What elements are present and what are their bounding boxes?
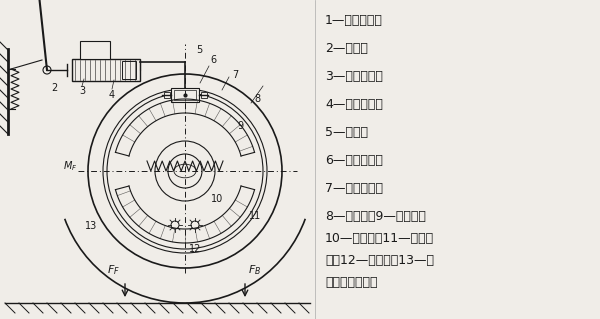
Text: 7—轮缸活塞；: 7—轮缸活塞； <box>325 182 383 195</box>
Text: 12: 12 <box>189 244 201 254</box>
Bar <box>122 61 136 79</box>
Bar <box>80 41 110 59</box>
Text: $M_F$: $M_F$ <box>63 159 77 173</box>
Text: 11: 11 <box>249 211 261 221</box>
Text: 6: 6 <box>210 55 216 65</box>
Text: $F_B$: $F_B$ <box>248 263 262 277</box>
Text: 3: 3 <box>79 86 85 96</box>
Text: 3—主缸活塞；: 3—主缸活塞； <box>325 70 383 83</box>
Text: 8—制动鼓；9—摩擦片；: 8—制动鼓；9—摩擦片； <box>325 210 426 223</box>
Text: 5—油管；: 5—油管； <box>325 126 368 139</box>
Bar <box>171 88 199 102</box>
Text: 8: 8 <box>254 94 260 104</box>
Text: 6—制动轮缸；: 6—制动轮缸； <box>325 154 383 167</box>
Text: 7: 7 <box>232 70 238 80</box>
Bar <box>72 59 140 81</box>
Bar <box>200 92 206 98</box>
Text: 5: 5 <box>196 45 202 55</box>
Text: 2—推杆；: 2—推杆； <box>325 42 368 55</box>
Text: 4—制动主缸；: 4—制动主缸； <box>325 98 383 111</box>
Text: 4: 4 <box>109 90 115 100</box>
Text: 13: 13 <box>85 221 97 231</box>
Text: 10: 10 <box>211 194 223 204</box>
Text: 板；12—支承销；13—制: 板；12—支承销；13—制 <box>325 254 434 267</box>
Text: 2: 2 <box>51 83 57 93</box>
Bar <box>163 92 170 98</box>
Bar <box>174 90 196 100</box>
Text: 9: 9 <box>237 121 243 131</box>
Text: 1—制动踏板；: 1—制动踏板； <box>325 14 383 27</box>
Text: $F_F$: $F_F$ <box>107 263 119 277</box>
Text: 10—制动蹄；11—制动底: 10—制动蹄；11—制动底 <box>325 232 434 245</box>
Text: 动蹄回位弹簧。: 动蹄回位弹簧。 <box>325 276 377 289</box>
